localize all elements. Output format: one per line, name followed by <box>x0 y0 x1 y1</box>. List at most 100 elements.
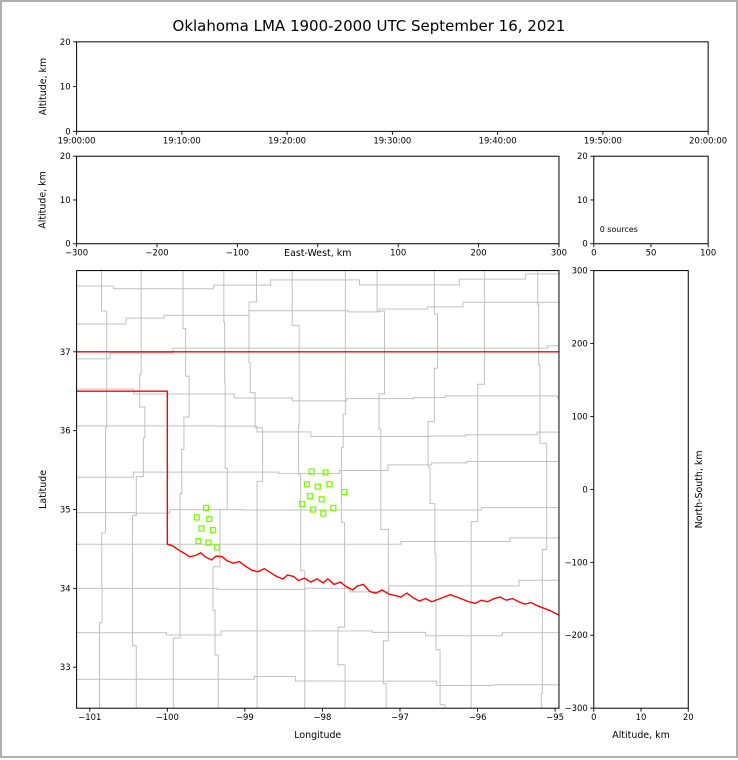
tick-label: −99 <box>236 712 254 722</box>
tick-label: 10 <box>577 195 588 205</box>
north-south-height-panel-frame <box>593 270 689 709</box>
county-line <box>337 270 346 709</box>
lma-station-marker <box>209 526 217 534</box>
tick-label: 0 <box>582 239 587 249</box>
x-axis-label: East-West, km <box>284 248 351 259</box>
tick-label: −300 <box>65 248 88 258</box>
altitude-histogram-panel-frame <box>593 155 709 245</box>
county-line <box>291 270 306 709</box>
lma-station-marker <box>326 481 333 488</box>
tick-label: 300 <box>572 266 588 276</box>
lma-station-marker <box>202 504 210 512</box>
tick-label: 10 <box>60 195 71 205</box>
tick-label: 50 <box>646 248 657 258</box>
lma-station-marker <box>322 469 329 476</box>
county-line <box>248 270 264 709</box>
time-height-panel: 19:00:00 19:10:00 19:20:00 19:30:00 19:40:00… <box>38 37 727 145</box>
plan-view-map-panel-axes: −101 −100 −99 −98 −97 −96 −95 33 34 35 36 37 Longitu… <box>38 347 564 741</box>
east-west-height-panel: −300−200−100010020030001020East-West, km… <box>38 151 567 259</box>
county-line <box>470 270 486 709</box>
tick-label: 37 <box>60 347 71 357</box>
county-line <box>99 270 108 709</box>
tick-label: 200 <box>572 339 588 349</box>
tick-label: 20 <box>577 151 588 161</box>
tick-label: 0 <box>591 712 596 722</box>
lma-station-marker <box>306 492 314 500</box>
plan-view-map-panel: −101 −100 −99 −98 −97 −96 −95 33 34 35 36 37 Longitu… <box>38 270 564 741</box>
y-axis-label: Latitude <box>38 470 49 509</box>
lma-station-marker <box>213 544 221 551</box>
tick-label: 0 <box>591 248 596 258</box>
time-height-panel-frame <box>76 41 709 132</box>
county-line <box>76 345 559 360</box>
county-line <box>76 676 559 686</box>
county-line <box>172 270 190 709</box>
tick-label: 19:40:00 <box>479 135 517 145</box>
tick-label: 100 <box>572 411 588 421</box>
lma-stations <box>193 468 348 551</box>
county-line <box>76 507 559 514</box>
y-axis-label: Altitude, km <box>38 171 49 229</box>
county-line <box>76 388 559 402</box>
county-line <box>376 270 389 709</box>
tick-label: 35 <box>60 504 71 514</box>
sources-count-annotation: 0 sources <box>600 225 638 234</box>
lma-station-marker <box>303 481 311 488</box>
tick-label: 0 <box>65 239 70 249</box>
lma-station-marker <box>309 506 317 513</box>
lma-station-marker <box>198 525 205 532</box>
y-axis-label: North-South, km <box>694 450 705 528</box>
county-line <box>427 270 446 709</box>
north-south-height-panel-axes: 0 10 20 −300 −200 −100 0 100 200 300 Altitude, km N… <box>565 266 706 741</box>
county-line <box>537 270 548 709</box>
tick-label: 20 <box>683 712 694 722</box>
tick-label: −96 <box>469 712 487 722</box>
county-line <box>76 273 559 290</box>
tick-label: −200 <box>565 630 588 640</box>
tick-label: 19:10:00 <box>163 135 201 145</box>
tick-label: −100 <box>565 557 588 567</box>
tick-label: 20 <box>60 151 71 161</box>
east-west-height-panel-frame <box>76 155 560 245</box>
tick-label: 100 <box>700 248 716 258</box>
lma-station-marker <box>341 489 348 496</box>
map-layers <box>76 270 559 709</box>
tick-label: −200 <box>145 248 168 258</box>
tick-label: 19:00:00 <box>58 135 96 145</box>
tick-label: 20:00:00 <box>689 135 727 145</box>
county-line <box>76 579 559 593</box>
tick-label: 300 <box>551 248 567 258</box>
tick-label: 33 <box>60 662 71 672</box>
tick-label: −100 <box>156 712 179 722</box>
figure-title: Oklahoma LMA 1900-2000 UTC September 16,… <box>172 17 566 35</box>
tick-label: 10 <box>60 82 71 92</box>
tick-label: 34 <box>60 583 71 593</box>
east-west-height-panel-axes: −300−200−100010020030001020East-West, km… <box>38 151 567 259</box>
tick-label: −97 <box>391 712 409 722</box>
x-axis-label: Altitude, km <box>612 730 670 741</box>
time-height-panel-axes: 19:00:00 19:10:00 19:20:00 19:30:00 19:40:00… <box>38 37 727 145</box>
county-line <box>76 301 559 325</box>
north-south-height-panel: 0 10 20 −300 −200 −100 0 100 200 300 Altitude, km N… <box>565 266 706 741</box>
tick-label: −300 <box>565 703 588 713</box>
county-line <box>132 270 146 709</box>
tick-label: −95 <box>546 712 564 722</box>
county-line <box>76 537 559 545</box>
tick-label: 36 <box>60 426 71 436</box>
county-line <box>76 630 559 637</box>
tick-label: 19:50:00 <box>584 135 622 145</box>
tick-label: 20 <box>60 37 71 47</box>
tick-label: −100 <box>226 248 249 258</box>
lma-station-marker <box>193 514 200 521</box>
lma-station-marker <box>308 468 315 475</box>
tick-label: 0 <box>65 126 70 136</box>
tick-label: 200 <box>471 248 487 258</box>
tick-label: 0 <box>582 484 587 494</box>
lma-station-marker <box>299 500 306 508</box>
county-line <box>76 461 559 478</box>
lma-station-marker <box>195 537 202 545</box>
altitude-histogram-panel: 0 50 100 0 10 20 0 sources <box>577 151 716 257</box>
lma-station-marker <box>330 504 337 512</box>
